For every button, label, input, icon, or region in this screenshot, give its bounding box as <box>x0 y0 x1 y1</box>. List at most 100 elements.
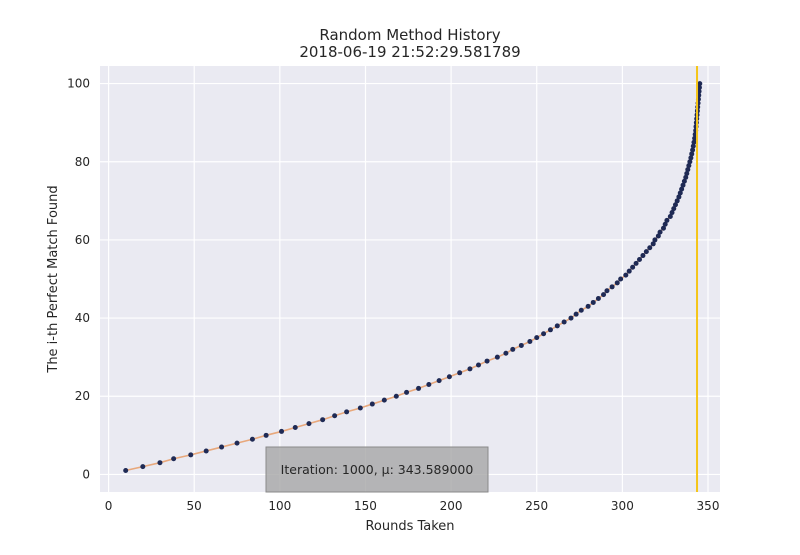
data-point <box>344 409 350 415</box>
data-point <box>426 382 432 388</box>
data-point <box>171 456 177 462</box>
data-point <box>669 210 675 216</box>
data-point <box>534 335 540 341</box>
x-tick-label: 200 <box>440 499 463 513</box>
data-point <box>657 229 663 235</box>
annotation-box-group: Iteration: 1000, μ: 343.589000 <box>265 446 489 493</box>
data-point <box>686 163 692 169</box>
data-point <box>650 241 656 247</box>
data-point <box>696 85 702 90</box>
x-tick-labels: 0 50 100 150 200 250 300 350 <box>105 499 720 513</box>
data-point <box>404 389 410 395</box>
data-point <box>518 342 524 348</box>
data-point <box>664 217 670 223</box>
x-grid-lines <box>107 66 709 492</box>
data-point <box>467 366 473 372</box>
data-point <box>585 303 591 309</box>
data-point <box>306 421 312 427</box>
x-tick-label: 350 <box>697 499 720 513</box>
x-axis-label: Rounds Taken <box>365 519 454 534</box>
data-point <box>263 432 269 438</box>
data-point <box>680 182 686 188</box>
data-point <box>476 362 482 368</box>
y-tick-label: 20 <box>75 389 90 403</box>
data-point <box>436 378 442 384</box>
data-point <box>292 425 298 431</box>
data-point <box>679 186 685 192</box>
data-point <box>510 346 516 352</box>
data-point <box>652 237 658 243</box>
data-point <box>687 159 693 165</box>
data-point <box>688 155 694 161</box>
data-point <box>446 374 452 380</box>
data-point <box>604 288 610 294</box>
data-point <box>457 370 463 376</box>
chart-title: Random Method History <box>319 26 500 44</box>
y-axis-label: The i-th Perfect Match Found <box>46 185 61 373</box>
data-point <box>527 339 533 345</box>
data-point <box>234 440 240 446</box>
y-tick-labels: 0 20 40 60 80 100 <box>67 77 90 482</box>
y-tick-label: 0 <box>82 467 90 481</box>
data-point <box>626 268 632 274</box>
data-point <box>640 253 646 259</box>
x-tick-label: 150 <box>354 499 377 513</box>
data-point <box>568 315 574 321</box>
data-point <box>689 151 695 157</box>
data-point <box>590 299 596 305</box>
y-tick-label: 100 <box>67 77 90 91</box>
y-tick-label: 60 <box>75 233 90 247</box>
data-point <box>674 198 680 204</box>
x-tick-label: 50 <box>187 499 202 513</box>
data-point <box>697 81 703 87</box>
data-point <box>667 213 673 219</box>
data-point <box>547 327 553 333</box>
data-point <box>633 260 639 266</box>
data-point <box>623 272 629 278</box>
data-point <box>578 307 584 313</box>
data-point <box>561 319 567 325</box>
y-tick-label: 40 <box>75 311 90 325</box>
annotation-box <box>265 446 489 493</box>
data-point <box>677 190 683 196</box>
data-point <box>541 331 547 337</box>
data-point <box>503 350 509 356</box>
data-point <box>662 221 668 227</box>
data-point <box>203 448 209 454</box>
data-point <box>332 413 338 419</box>
x-tick-label: 250 <box>525 499 548 513</box>
data-point <box>683 174 689 180</box>
data-point <box>676 194 682 200</box>
data-point <box>219 444 225 450</box>
data-point <box>484 358 490 364</box>
data-point <box>690 147 696 153</box>
data-point <box>692 135 698 141</box>
data-point <box>681 178 687 184</box>
data-point <box>381 397 387 403</box>
data-point <box>573 311 579 317</box>
data-point <box>554 323 560 329</box>
chart-subtitle: 2018-06-19 21:52:29.581789 <box>299 43 520 61</box>
data-point <box>320 417 326 423</box>
data-point <box>188 452 194 458</box>
data-point <box>647 245 653 251</box>
annotation-text: Iteration: 1000, μ: 343.589000 <box>281 462 474 477</box>
data-point <box>249 436 255 442</box>
data-point <box>279 428 285 434</box>
data-point <box>671 206 677 212</box>
data-point <box>393 393 399 399</box>
data-point <box>630 264 636 270</box>
data-point <box>157 460 163 466</box>
x-tick-label: 0 <box>105 499 113 513</box>
data-point <box>660 225 666 231</box>
data-point <box>684 170 690 176</box>
data-point <box>643 249 649 255</box>
x-tick-label: 300 <box>611 499 634 513</box>
data-point <box>140 464 146 470</box>
data-point <box>685 167 691 173</box>
data-point <box>618 276 624 282</box>
data-point <box>609 284 615 290</box>
data-point <box>123 468 129 473</box>
